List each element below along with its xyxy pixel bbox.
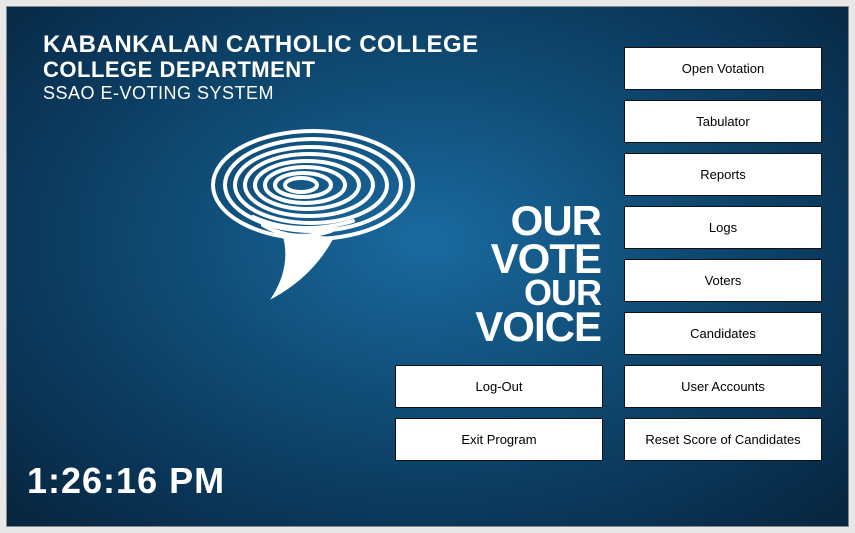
exit-program-button[interactable]: Exit Program [395,418,603,461]
right-button-column: Open Votation Tabulator Reports Logs Vot… [624,47,822,461]
reset-score-button[interactable]: Reset Score of Candidates [624,418,822,461]
main-window: KABANKALAN CATHOLIC COLLEGE COLLEGE DEPA… [6,6,849,527]
header-title-1: KABANKALAN CATHOLIC COLLEGE [43,31,479,59]
candidates-button[interactable]: Candidates [624,312,822,355]
vote-logo: OUR VOTE OUR VOICE [203,125,603,343]
tabulator-button[interactable]: Tabulator [624,100,822,143]
header-title-3: SSAO E-VOTING SYSTEM [43,83,479,104]
fingerprint-speech-icon: OUR VOTE OUR VOICE [203,125,603,343]
open-votation-button[interactable]: Open Votation [624,47,822,90]
center-button-column: Log-Out Exit Program [395,365,603,461]
slogan-line-4: VOICE [475,303,601,343]
clock-display: 1:26:16 PM [27,460,225,502]
header-title-2: COLLEGE DEPARTMENT [43,57,479,83]
user-accounts-button[interactable]: User Accounts [624,365,822,408]
header-block: KABANKALAN CATHOLIC COLLEGE COLLEGE DEPA… [43,31,479,104]
logout-button[interactable]: Log-Out [395,365,603,408]
logs-button[interactable]: Logs [624,206,822,249]
voters-button[interactable]: Voters [624,259,822,302]
reports-button[interactable]: Reports [624,153,822,196]
